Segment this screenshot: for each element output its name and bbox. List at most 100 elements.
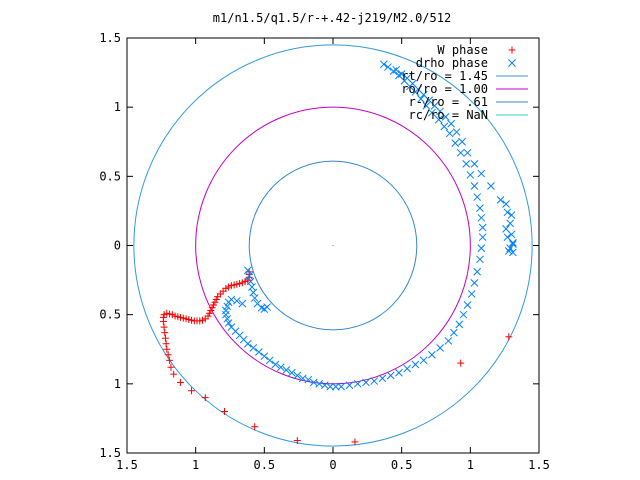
drho-phase-point (249, 344, 258, 352)
w-phase-point (170, 370, 178, 378)
w-phase-point (293, 437, 301, 445)
drho-phase-point (502, 200, 510, 208)
x-tick-label: 0.5 (253, 458, 275, 472)
drho-phase-point (392, 65, 401, 74)
drho-phase-point (451, 139, 460, 147)
y-tick-label: 0 (114, 239, 121, 253)
drho-phase-point (504, 247, 513, 255)
y-tick-label: 1.5 (99, 31, 121, 45)
drho-phase-point (384, 63, 392, 71)
drho-phase-point (386, 371, 395, 380)
drho-phase-point (444, 337, 453, 345)
drho-phase-point (470, 182, 479, 190)
drho-phase-point (249, 288, 258, 297)
w-phase-point (505, 333, 513, 341)
drho-phase-point (509, 248, 517, 257)
drho-phase-point (455, 320, 464, 329)
w-phase-point (201, 394, 209, 402)
w-phase-point (162, 340, 170, 348)
w-phase-point (457, 359, 465, 367)
drho-phase-point (222, 310, 230, 319)
drho-phase-point (379, 60, 388, 69)
drho-phase-point (224, 298, 233, 307)
drho-phase-point (250, 294, 259, 302)
w-phase-point (177, 378, 185, 386)
drho-phase-point (389, 67, 398, 76)
drho-phase-point (378, 374, 387, 383)
y-tick-label: 0.5 (99, 308, 121, 322)
legend-marker (508, 59, 516, 67)
drho-phase-point (456, 148, 465, 157)
drho-phase-point (496, 195, 505, 204)
drho-phase-point (304, 375, 313, 384)
drho-phase-point (441, 112, 450, 121)
axes-layer: 1.5 1 0.5 0 0.5 1 1.51.510.500.511.5 (99, 31, 550, 472)
drho-phase-point (395, 368, 403, 377)
x-tick-label: 0 (329, 458, 336, 472)
drho-phase-point (254, 348, 263, 356)
legend-label: ro/ro = 1.00 (401, 82, 488, 96)
circle-2 (248, 160, 418, 331)
w-phase-point (188, 387, 196, 395)
drho-phase-point (507, 211, 516, 219)
drho-phase-point (478, 223, 487, 232)
w-phase-point (161, 334, 169, 342)
drho-phase-point (263, 303, 271, 311)
drho-phase-point (440, 122, 449, 131)
circle-0 (133, 44, 533, 447)
drho-phase-point (470, 160, 479, 168)
y-tick-label: 1 (114, 377, 121, 391)
drho-phase-point (248, 283, 256, 291)
drho-phase-point (428, 350, 436, 359)
drho-phase-point (331, 382, 340, 391)
drho-phase-point (320, 381, 329, 390)
drho-phase-point (467, 290, 476, 298)
y-tick-label: 1.5 (99, 446, 121, 460)
drho-phase-point (473, 267, 482, 276)
x-tick-label: 1.5 (116, 458, 138, 472)
drho-phase-point (477, 169, 486, 178)
drho-phase-point (509, 240, 517, 248)
y-tick-label: 1 (114, 100, 121, 114)
drho-phase-point (243, 266, 252, 275)
drho-phase-point (326, 382, 335, 391)
drho-phase-point (265, 356, 274, 365)
drho-phase-point (436, 344, 444, 352)
drho-phase-point (337, 382, 346, 391)
drho-phase-point (422, 101, 431, 110)
y-tick-label: 0.5 (99, 169, 121, 183)
x-tick-label: 0.5 (391, 458, 413, 472)
x-tick-label: 1 (467, 458, 474, 472)
w-phase-point (251, 423, 259, 431)
chart-title: m1/n1.5/q1.5/r-+.42-j219/M2.0/512 (213, 11, 451, 25)
drho-phase-point (353, 379, 362, 388)
drho-phase-point (362, 378, 370, 387)
legend-label: drho phase (416, 56, 488, 70)
drho-phase-point (477, 244, 486, 253)
drho-phase-point (293, 371, 302, 380)
drho-phase-point (478, 233, 487, 242)
w-phase-point (163, 345, 171, 353)
drho-phase-point (417, 95, 425, 103)
w-phase-point (221, 408, 229, 415)
drho-phase-point (459, 310, 468, 319)
drho-phase-point (463, 148, 472, 157)
drho-phase-point (434, 115, 443, 124)
w-phase-point (164, 351, 172, 359)
w-phase-point (351, 438, 359, 446)
drho-phase-point (238, 299, 247, 308)
drho-phase-point (224, 319, 233, 327)
drho-phase-point (447, 119, 455, 128)
drho-phase-point (502, 225, 510, 233)
drho-phase-point (370, 377, 379, 385)
legend-label: W phase (437, 43, 488, 57)
series-layer (159, 60, 517, 446)
drho-phase-point (403, 364, 412, 373)
legend-label: rt/ro = 1.45 (401, 69, 488, 83)
drho-phase-point (506, 219, 515, 228)
x-tick-label: 1 (192, 458, 199, 472)
drho-phase-point (466, 171, 475, 179)
drho-phase-point (243, 339, 252, 348)
